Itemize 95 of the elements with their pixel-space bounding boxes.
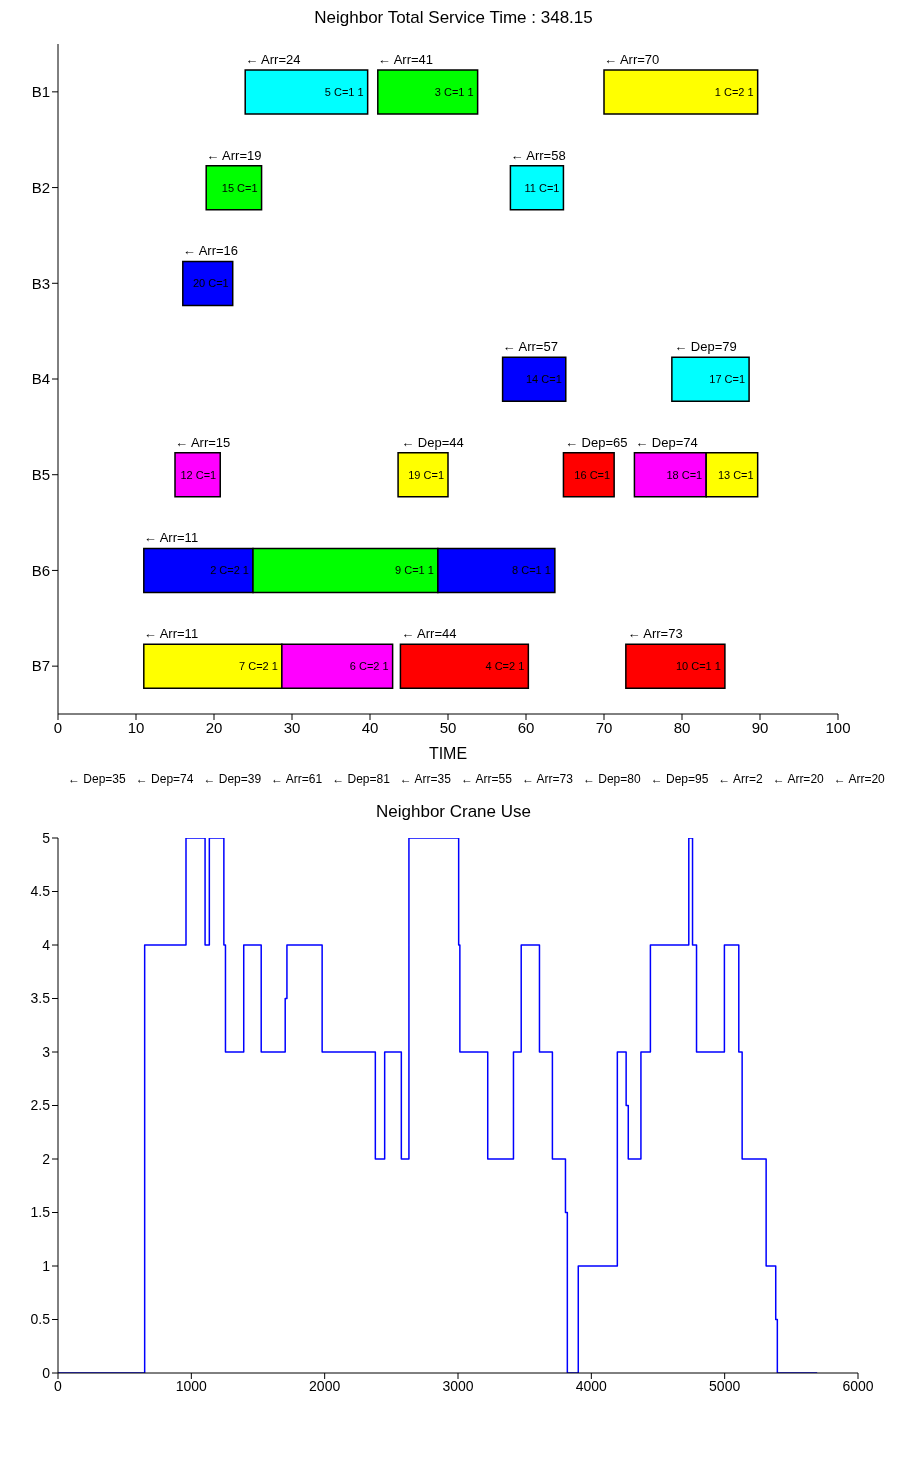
y-tick-label: B2 [31,178,50,196]
annotation: ← Arr=24 [245,51,301,67]
annotation: ← Arr=70 [604,51,660,67]
annotation: 11 C=1 [524,181,560,194]
y-tick-label: B1 [31,83,50,101]
x-tick-label: 90 [751,718,769,736]
annotation: ← Arr=15 [175,434,231,450]
annotation: 10 C=1 1 [675,660,721,673]
annotation: 2 C=2 1 [210,564,249,577]
y-tick-label: 0 [42,1364,51,1381]
annotation: 7 C=2 1 [239,660,278,673]
x-tick-label: 0 [53,718,63,736]
x-tick-label: 100 [825,718,851,736]
annotation: 18 C=1 [666,468,703,481]
x-tick-label: 2000 [309,1377,341,1394]
annotation: ← Dep=79 [674,339,737,354]
x-tick-label: 3000 [442,1377,474,1394]
annotation: ← Arr=57 [502,339,558,354]
y-tick-label: B6 [31,561,50,579]
bar [377,69,479,115]
annotation: ← Arr=19 [206,147,262,163]
y-tick-label: B5 [31,466,50,484]
annotation: 14 C=1 [526,373,562,385]
annotation: 4 C=2 1 [485,660,525,673]
y-tick-label: B4 [31,370,50,388]
chart-title: Neighbor Total Service Time : 348.15 [313,8,594,28]
text: ← Arr=2 [718,772,763,786]
annotation: 1 C=2 1 [714,85,754,98]
y-tick-label: 4.5 [30,883,51,900]
annotation: ← Dep=74 [635,434,698,450]
text: ← Arr=73 [521,772,573,786]
y-tick-label: B7 [31,657,50,675]
text: ← Dep=74 [135,772,194,786]
bar [182,260,234,307]
annotation: 9 C=1 1 [395,564,434,577]
bar [501,356,567,402]
chart-title: Neighbor Crane Use [375,802,532,822]
bar [671,356,750,402]
bar [399,643,530,690]
annotation: 3 C=1 1 [434,85,474,98]
annotation: 15 C=1 [221,181,258,194]
annotation: ← Arr=44 [401,626,457,642]
annotation: 19 C=1 [408,468,444,481]
y-tick-label: 2 [42,1150,51,1167]
y-tick-label: 3.5 [30,990,51,1007]
y-tick-label: 2.5 [30,1097,51,1114]
x-tick-label: 40 [361,718,379,736]
x-tick-label: 30 [283,718,301,736]
x-tick-label: 60 [517,718,535,736]
x-tick-label: 20 [205,718,223,736]
x-tick-label: 1000 [175,1377,208,1394]
text: ← Arr=20 [833,772,885,786]
y-tick-label: 3 [42,1043,51,1060]
text: ← Arr=35 [399,772,451,786]
annotation: ← Arr=58 [510,147,566,163]
annotation: ← Dep=65 [565,434,628,450]
x-tick-label: 80 [673,718,691,736]
annotation: 13 C=1 [717,468,754,481]
bar [562,452,615,498]
text: ← Arr=61 [271,772,323,786]
annotation: ← Arr=41 [377,51,434,67]
annotation: ← Arr=11 [143,626,199,642]
bar [509,164,565,211]
text: ← Dep=80 [582,772,641,786]
x-tick-label: 50 [439,718,457,736]
annotation: ← Arr=11 [143,530,199,546]
annotation: 6 C=2 1 [349,660,389,673]
x-tick-label: 10 [127,718,145,736]
x-tick-label: 70 [595,718,613,736]
x-tick-label: 6000 [842,1377,874,1394]
x-tick-label: 5000 [709,1377,741,1394]
text: ← Arr=55 [460,772,512,786]
x-tick-label: 0 [54,1377,63,1394]
x-axis-title: TIME [428,745,468,762]
text: ← Dep=35 [68,772,126,786]
annotation: ← Arr=73 [627,626,683,642]
annotation: ← Dep=44 [401,434,464,450]
y-tick-label: 4 [42,936,51,953]
annotation: 16 C=1 [574,468,611,481]
text: ← Dep=39 [203,772,262,786]
annotation: ← Arr=16 [182,243,239,259]
text: ← Dep=95 [650,772,709,786]
text: ← Dep=81 [332,772,390,786]
annotation: 17 C=1 [709,373,746,385]
y-tick-label: 0.5 [30,1311,51,1328]
annotation: 8 C=1 1 [512,564,551,577]
x-tick-label: 4000 [575,1377,608,1394]
y-tick-label: 1.5 [30,1204,51,1221]
annotation: 12 C=1 [180,468,217,481]
y-tick-label: B3 [31,274,50,292]
y-tick-label: 1 [42,1257,51,1274]
y-tick-label: 5 [42,829,51,846]
text: ← Arr=20 [772,772,824,786]
annotation: 5 C=1 1 [324,85,364,98]
annotation: 20 C=1 [192,277,229,290]
